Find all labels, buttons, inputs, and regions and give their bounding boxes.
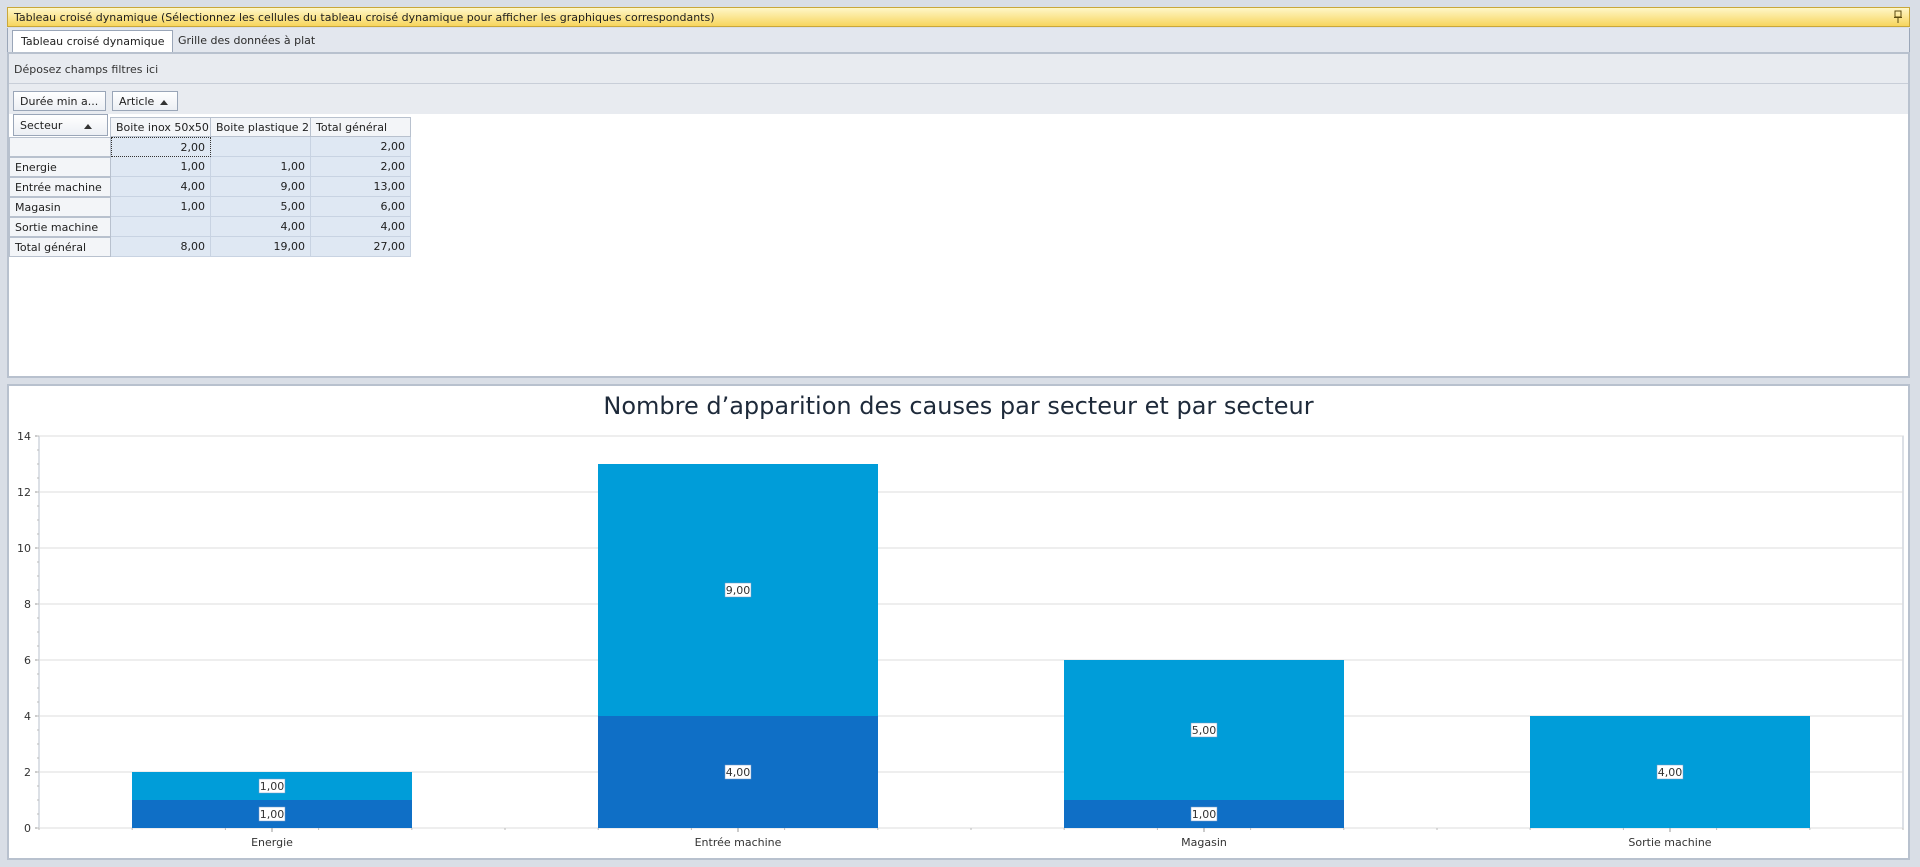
value-cell[interactable]: 9,00 — [211, 177, 311, 197]
value-cell[interactable]: 4,00 — [211, 217, 311, 237]
x-tick-label: Magasin — [1181, 836, 1227, 849]
data-label-box — [724, 582, 752, 598]
grand-total-cell[interactable]: 8,00 — [111, 237, 211, 257]
column-field-label: Article — [119, 95, 155, 108]
value-cell[interactable]: 6,00 — [311, 197, 411, 217]
value-cell[interactable]: 1,00 — [111, 157, 211, 177]
filter-drop-zone-label: Déposez champs filtres ici — [14, 63, 159, 76]
chart-title: Nombre d’apparition des causes par secte… — [603, 392, 1314, 420]
x-tick-label: Energie — [251, 836, 293, 849]
row-header[interactable] — [9, 137, 111, 157]
value-cell[interactable] — [111, 217, 211, 237]
value-cell[interactable]: 4,00 — [311, 217, 411, 237]
value-cell[interactable] — [211, 137, 311, 157]
column-header-area — [9, 84, 1908, 114]
data-label: 1,00 — [260, 808, 285, 821]
row-header[interactable]: Entrée machine — [9, 177, 111, 197]
data-label: 9,00 — [726, 584, 751, 597]
row-header[interactable]: Magasin — [9, 197, 111, 217]
data-label-box — [1190, 722, 1218, 738]
value-cell[interactable]: 4,00 — [111, 177, 211, 197]
y-tick-label: 6 — [24, 654, 31, 667]
data-field-label: Durée min a... — [20, 95, 99, 108]
y-tick-label: 4 — [24, 710, 31, 723]
data-label-box — [258, 806, 286, 822]
data-label: 4,00 — [1658, 766, 1683, 779]
filter-drop-zone[interactable]: Déposez champs filtres ici — [9, 54, 1908, 84]
value-cell[interactable]: 2,00 — [311, 137, 411, 157]
data-label: 1,00 — [260, 780, 285, 793]
data-label: 5,00 — [1192, 724, 1217, 737]
stacked-bar-chart: 0 2 4 6 8 10 12 14 1,00 1,00 Energie 4,00 9,00 Entrée… — [17, 430, 1904, 849]
y-tick-label: 10 — [17, 542, 31, 555]
pin-icon[interactable] — [1891, 10, 1905, 24]
chart-panel: Nombre d’apparition des causes par secte… — [7, 384, 1910, 860]
value-cell[interactable]: 2,00 — [111, 137, 211, 157]
data-label-box — [1656, 764, 1684, 780]
sort-ascending-icon — [84, 123, 93, 129]
y-tick-label: 2 — [24, 766, 31, 779]
panel-title: Tableau croisé dynamique (Sélectionnez l… — [14, 11, 715, 24]
row-header[interactable]: Sortie machine — [9, 217, 111, 237]
tab-pivot-table[interactable]: Tableau croisé dynamique — [12, 30, 174, 52]
value-cell[interactable]: 1,00 — [111, 197, 211, 217]
grand-total-cell[interactable]: 27,00 — [311, 237, 411, 257]
value-cell[interactable]: 1,00 — [211, 157, 311, 177]
row-field-secteur-button[interactable]: Secteur — [13, 114, 108, 136]
sort-ascending-icon — [160, 99, 169, 105]
value-cell[interactable]: 2,00 — [311, 157, 411, 177]
panel-title-bar: Tableau croisé dynamique (Sélectionnez l… — [7, 7, 1910, 27]
grand-total-cell[interactable]: 19,00 — [211, 237, 311, 257]
value-cell[interactable]: 13,00 — [311, 177, 411, 197]
column-header[interactable]: Boite plastique 2... — [210, 117, 311, 137]
data-label-box — [724, 764, 752, 780]
y-tick-label: 8 — [24, 598, 31, 611]
grand-total-row-header[interactable]: Total général — [9, 237, 111, 257]
data-label-box — [1190, 806, 1218, 822]
value-cell[interactable]: 5,00 — [211, 197, 311, 217]
data-label: 4,00 — [726, 766, 751, 779]
column-field-article-button[interactable]: Article — [112, 91, 178, 111]
row-field-label: Secteur — [20, 119, 63, 132]
data-field-button[interactable]: Durée min a... — [13, 91, 106, 111]
x-tick-label: Sortie machine — [1628, 836, 1711, 849]
pivot-grid: Déposez champs filtres ici Durée min a..… — [7, 52, 1910, 378]
column-header[interactable]: Total général — [310, 117, 411, 137]
y-tick-label: 0 — [24, 822, 31, 835]
y-tick-label: 14 — [17, 430, 31, 443]
column-header[interactable]: Boite inox 50x50 — [110, 117, 211, 137]
row-header[interactable]: Energie — [9, 157, 111, 177]
x-tick-label: Entrée machine — [695, 836, 782, 849]
data-label: 1,00 — [1192, 808, 1217, 821]
data-label-box — [258, 778, 286, 794]
y-tick-label: 12 — [17, 486, 31, 499]
tab-flat-data-grid[interactable]: Grille des données à plat — [178, 34, 316, 47]
tab-strip: Tableau croisé dynamique Grille des donn… — [7, 28, 1910, 52]
